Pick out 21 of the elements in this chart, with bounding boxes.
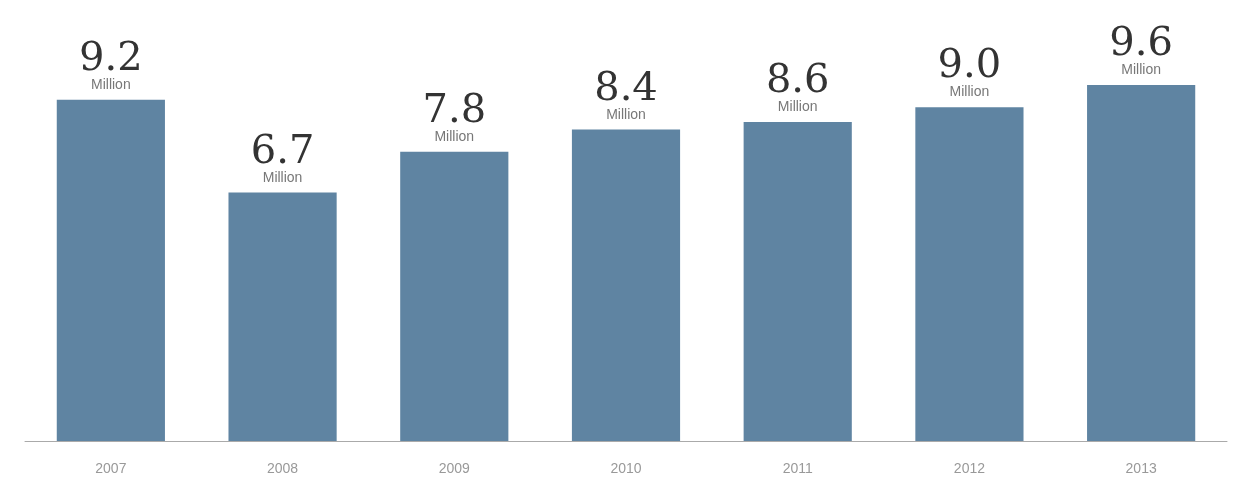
data-label: 9.0 Million xyxy=(937,40,1002,100)
x-tick-label: 2008 xyxy=(266,460,299,476)
bar xyxy=(915,107,1024,441)
data-label: 6.7 Million xyxy=(250,125,315,185)
bar xyxy=(1087,85,1196,441)
bar xyxy=(400,151,509,441)
bar xyxy=(743,122,852,441)
bar xyxy=(228,192,337,441)
x-tick-label: 2007 xyxy=(95,460,127,476)
data-label: 7.8 Million xyxy=(422,84,487,144)
x-tick-label: 2011 xyxy=(782,460,813,476)
x-tick-label: 2009 xyxy=(438,460,471,476)
x-tick-label: 2013 xyxy=(1125,460,1157,476)
bar xyxy=(56,99,165,441)
data-label: 9.2 Million xyxy=(79,32,143,92)
x-tick-label: 2012 xyxy=(953,460,986,476)
data-label: 8.6 Million xyxy=(765,55,830,115)
x-tick-label: 2010 xyxy=(610,460,642,476)
data-label: 8.4 Million xyxy=(594,62,658,122)
bar xyxy=(571,129,681,441)
data-label: 9.6 Million xyxy=(1109,18,1173,77)
